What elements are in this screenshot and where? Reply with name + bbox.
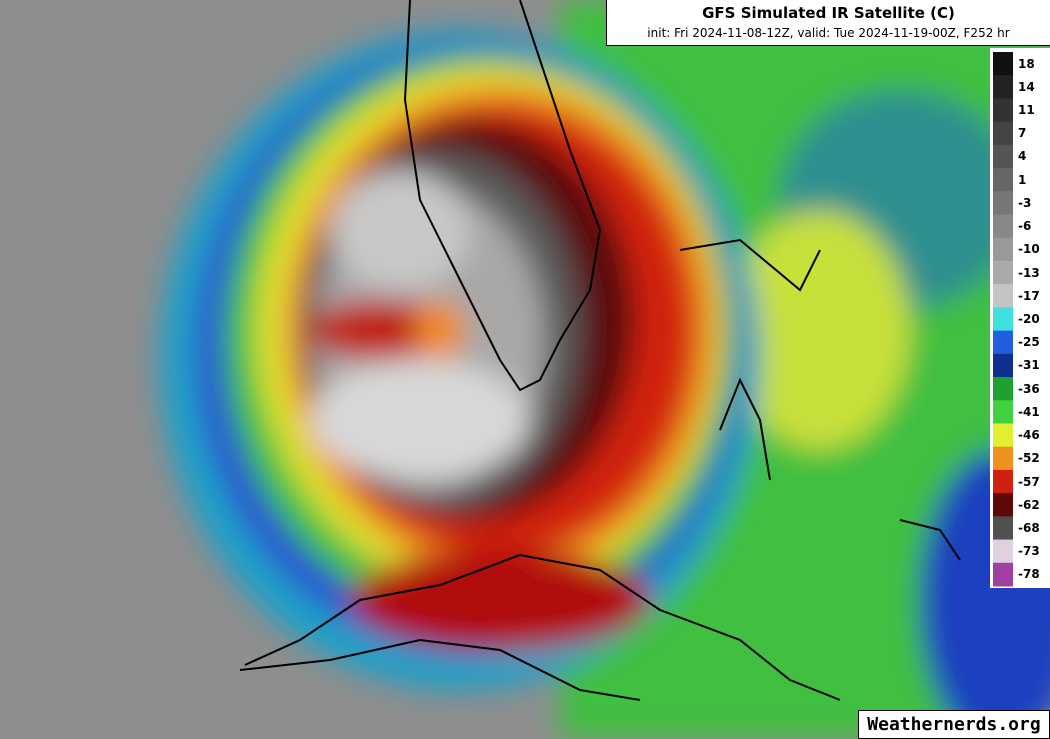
colorbar-swatch: [993, 284, 1013, 308]
subtitle: init: Fri 2024-11-08-12Z, valid: Tue 202…: [647, 26, 1010, 40]
colorbar-tick-label: -31: [1018, 358, 1040, 373]
colorbar-swatch: [993, 330, 1013, 355]
colorbar-swatch: [993, 423, 1013, 448]
watermark: Weathernerds.org: [858, 710, 1050, 739]
colorbar-tick-label: -52: [1018, 451, 1040, 466]
colorbar-tick-label: 11: [1018, 103, 1035, 118]
colorbar-swatch: [993, 377, 1013, 401]
colorbar-swatch: [993, 516, 1013, 541]
header: GFS Simulated IR Satellite (C) init: Fri…: [606, 0, 1050, 46]
colorbar-swatch: [993, 446, 1013, 471]
colorbar-swatch: [993, 260, 1013, 285]
colorbar-tick-label: 7: [1018, 126, 1027, 141]
colorbar-tick-label: 18: [1018, 56, 1035, 71]
colorbar-swatch: [993, 539, 1013, 564]
colorbar-swatch: [993, 400, 1013, 424]
colorbar-swatch: [993, 98, 1013, 123]
colorbar-tick-label: -68: [1018, 520, 1040, 535]
colorbar-tick-label: -17: [1018, 288, 1040, 303]
colorbar-swatch: [993, 562, 1013, 587]
colorbar-tick-label: -62: [1018, 497, 1040, 512]
colorbar-swatch: [993, 144, 1013, 169]
colorbar-swatch: [993, 469, 1013, 494]
colorbar-swatch: [993, 168, 1013, 192]
colorbar-tick-label: 4: [1018, 149, 1027, 164]
colorbar-tick-label: -36: [1018, 381, 1040, 396]
colorbar-tick-label: -73: [1018, 544, 1040, 559]
colorbar-swatch: [993, 214, 1013, 239]
colorbar-tick-label: -46: [1018, 428, 1040, 443]
colorbar-tick-label: -20: [1018, 312, 1040, 326]
colorbar-tick-label: -6: [1018, 219, 1032, 234]
colorbar-swatch: [993, 353, 1013, 378]
colorbar-swatch: [993, 307, 1013, 332]
colorbar-tick-label: -13: [1018, 265, 1040, 280]
colorbar-swatch: [993, 121, 1013, 146]
colorbar-tick-label: 1: [1018, 172, 1027, 187]
colorbar-swatch: [993, 191, 1013, 216]
colorbar-tick-label: 14: [1018, 79, 1035, 94]
colorbar-swatch: [993, 52, 1013, 76]
colorbar-tick-label: -41: [1018, 404, 1040, 419]
colorbar-tick-label: -3: [1018, 195, 1032, 210]
title: GFS Simulated IR Satellite (C): [702, 4, 955, 22]
colorbar-swatch: [993, 75, 1013, 99]
colorbar-tick-label: -25: [1018, 335, 1040, 350]
colorbar-swatch: [993, 237, 1013, 262]
colorbar-swatch: [993, 493, 1013, 517]
colorbar-tick-label: -78: [1018, 567, 1040, 582]
colorbar-tick-label: -10: [1018, 242, 1040, 257]
colorbar-tick-label: -57: [1018, 474, 1040, 489]
